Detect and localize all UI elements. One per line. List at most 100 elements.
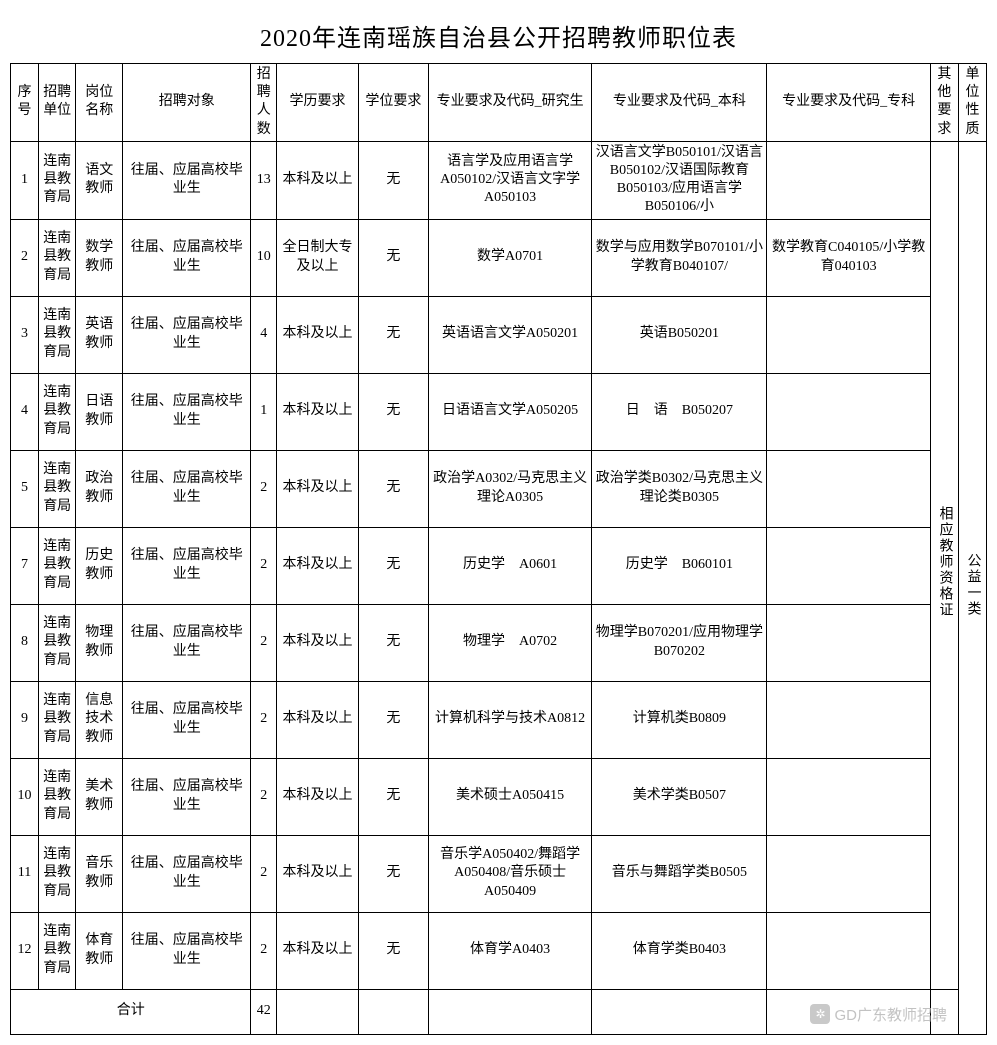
table-row: 10连南县教育局美术教师往届、应届高校毕业生2本科及以上无美术硕士A050415… [11, 758, 987, 835]
cell-spec [767, 835, 930, 912]
th-unit: 招聘单位 [39, 64, 76, 142]
cell-num: 13 [251, 141, 277, 219]
cell-target: 往届、应届高校毕业生 [123, 527, 251, 604]
cell-num: 2 [251, 527, 277, 604]
cell-spec [767, 450, 930, 527]
cell-degree: 无 [358, 141, 428, 219]
cell-edu: 本科及以上 [277, 758, 359, 835]
cell-spec [767, 758, 930, 835]
cell-spec [767, 604, 930, 681]
total-empty [358, 989, 428, 1034]
table-row: 2连南县教育局数学教师往届、应届高校毕业生10全日制大专及以上无数学A0701数… [11, 219, 987, 296]
cell-seq: 12 [11, 912, 39, 989]
cell-num: 4 [251, 296, 277, 373]
cell-unit: 连南县教育局 [39, 450, 76, 527]
th-degree: 学位要求 [358, 64, 428, 142]
total-empty [428, 989, 591, 1034]
cell-unit: 连南县教育局 [39, 912, 76, 989]
cell-grad: 语言学及应用语言学A050102/汉语言文字学A050103 [428, 141, 591, 219]
cell-target: 往届、应届高校毕业生 [123, 373, 251, 450]
table-row: 1连南县教育局语文教师往届、应届高校毕业生13本科及以上无语言学及应用语言学A0… [11, 141, 987, 219]
cell-edu: 本科及以上 [277, 681, 359, 758]
cell-num: 10 [251, 219, 277, 296]
cell-spec: 数学教育C040105/小学教育040103 [767, 219, 930, 296]
th-grad: 专业要求及代码_研究生 [428, 64, 591, 142]
cell-degree: 无 [358, 604, 428, 681]
cell-position: 英语教师 [76, 296, 123, 373]
cell-degree: 无 [358, 681, 428, 758]
th-other: 其他要求 [930, 64, 958, 142]
wechat-icon: ✲ [810, 1004, 830, 1024]
cell-grad: 历史学 A0601 [428, 527, 591, 604]
table-row: 7连南县教育局历史教师往届、应届高校毕业生2本科及以上无历史学 A0601历史学… [11, 527, 987, 604]
th-spec: 专业要求及代码_专科 [767, 64, 930, 142]
cell-seq: 2 [11, 219, 39, 296]
th-target: 招聘对象 [123, 64, 251, 142]
cell-degree: 无 [358, 527, 428, 604]
th-num: 招聘人数 [251, 64, 277, 142]
cell-unit-type: 公益一类 [958, 141, 986, 1034]
cell-unit: 连南县教育局 [39, 604, 76, 681]
total-value: 42 [251, 989, 277, 1034]
cell-edu: 本科及以上 [277, 912, 359, 989]
cell-num: 2 [251, 912, 277, 989]
cell-num: 1 [251, 373, 277, 450]
cell-unit: 连南县教育局 [39, 373, 76, 450]
cell-position: 历史教师 [76, 527, 123, 604]
watermark: ✲ GD广东教师招聘 [810, 1004, 947, 1025]
cell-degree: 无 [358, 219, 428, 296]
total-empty [277, 989, 359, 1034]
cell-edu: 本科及以上 [277, 527, 359, 604]
cell-unit: 连南县教育局 [39, 141, 76, 219]
cell-spec [767, 527, 930, 604]
cell-unit: 连南县教育局 [39, 758, 76, 835]
cell-position: 音乐教师 [76, 835, 123, 912]
cell-target: 往届、应届高校毕业生 [123, 141, 251, 219]
table-row: 5连南县教育局政治教师往届、应届高校毕业生2本科及以上无政治学A0302/马克思… [11, 450, 987, 527]
cell-bach: 音乐与舞蹈学类B0505 [592, 835, 767, 912]
cell-edu: 本科及以上 [277, 296, 359, 373]
table-row: 3连南县教育局英语教师往届、应届高校毕业生4本科及以上无英语语言文学A05020… [11, 296, 987, 373]
cell-grad: 政治学A0302/马克思主义理论A0305 [428, 450, 591, 527]
cell-degree: 无 [358, 450, 428, 527]
cell-grad: 美术硕士A050415 [428, 758, 591, 835]
cell-spec [767, 141, 930, 219]
cell-grad: 计算机科学与技术A0812 [428, 681, 591, 758]
table-row: 9连南县教育局信息技术教师往届、应届高校毕业生2本科及以上无计算机科学与技术A0… [11, 681, 987, 758]
table-row: 11连南县教育局音乐教师往届、应届高校毕业生2本科及以上无音乐学A050402/… [11, 835, 987, 912]
cell-bach: 汉语言文学B050101/汉语言B050102/汉语国际教育B050103/应用… [592, 141, 767, 219]
cell-spec [767, 681, 930, 758]
cell-position: 美术教师 [76, 758, 123, 835]
cell-position: 信息技术教师 [76, 681, 123, 758]
cell-bach: 美术学类B0507 [592, 758, 767, 835]
cell-position: 物理教师 [76, 604, 123, 681]
page-title: 2020年连南瑶族自治县公开招聘教师职位表 [10, 18, 987, 53]
cell-target: 往届、应届高校毕业生 [123, 681, 251, 758]
cell-spec [767, 296, 930, 373]
th-type: 单位性质 [958, 64, 986, 142]
cell-bach: 日 语 B050207 [592, 373, 767, 450]
watermark-text: GD广东教师招聘 [834, 1004, 947, 1025]
header-row: 序号 招聘单位 岗位名称 招聘对象 招聘人数 学历要求 学位要求 专业要求及代码… [11, 64, 987, 142]
cell-seq: 7 [11, 527, 39, 604]
cell-num: 2 [251, 835, 277, 912]
cell-bach: 体育学类B0403 [592, 912, 767, 989]
cell-bach: 英语B050201 [592, 296, 767, 373]
cell-target: 往届、应届高校毕业生 [123, 450, 251, 527]
cell-degree: 无 [358, 758, 428, 835]
th-edu: 学历要求 [277, 64, 359, 142]
cell-bach: 物理学B070201/应用物理学B070202 [592, 604, 767, 681]
cell-grad: 物理学 A0702 [428, 604, 591, 681]
cell-num: 2 [251, 604, 277, 681]
cell-target: 往届、应届高校毕业生 [123, 604, 251, 681]
cell-grad: 英语语言文学A050201 [428, 296, 591, 373]
cell-target: 往届、应届高校毕业生 [123, 758, 251, 835]
cell-seq: 1 [11, 141, 39, 219]
recruitment-table: 序号 招聘单位 岗位名称 招聘对象 招聘人数 学历要求 学位要求 专业要求及代码… [10, 63, 987, 1035]
cell-num: 2 [251, 450, 277, 527]
cell-other-req: 相应教师资格证 [930, 141, 958, 989]
cell-bach: 政治学类B0302/马克思主义理论类B0305 [592, 450, 767, 527]
cell-bach: 计算机类B0809 [592, 681, 767, 758]
cell-edu: 本科及以上 [277, 604, 359, 681]
total-label: 合计 [11, 989, 251, 1034]
